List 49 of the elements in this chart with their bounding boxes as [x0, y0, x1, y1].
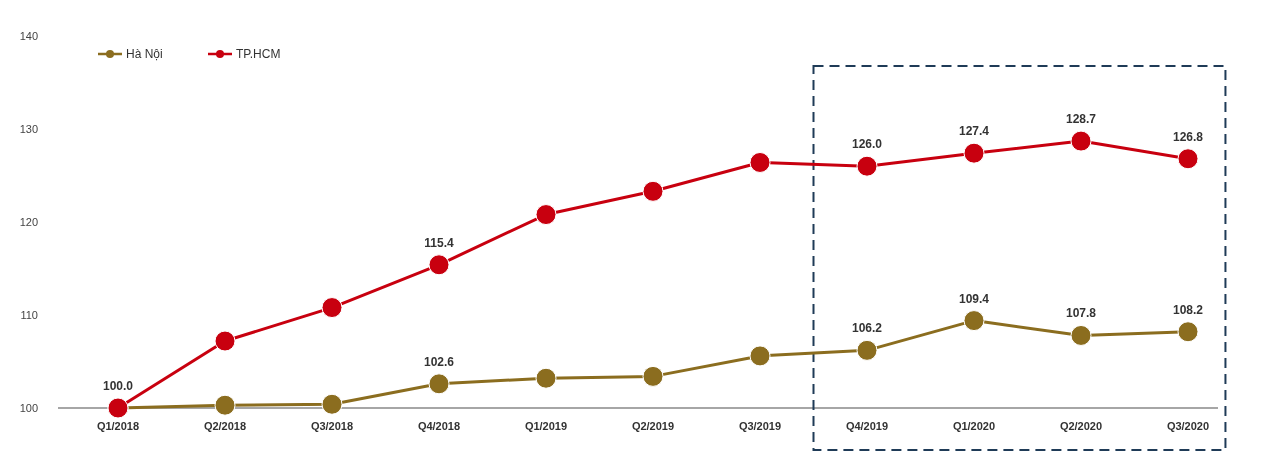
point	[749, 151, 771, 173]
data-label: 108.2	[1172, 302, 1204, 317]
data-label: 127.4	[958, 124, 990, 139]
point	[535, 204, 557, 226]
data-label: 106.2	[851, 321, 883, 336]
point	[856, 155, 878, 177]
point	[963, 310, 985, 332]
point	[321, 297, 343, 319]
point	[1070, 130, 1092, 152]
point	[428, 373, 450, 395]
point	[1177, 321, 1199, 343]
point	[1070, 324, 1092, 346]
point	[214, 394, 236, 416]
x-tick-label: Q1/2018	[96, 420, 140, 432]
data-label: 126.8	[1172, 129, 1204, 144]
x-tick-label: Q3/2019	[738, 420, 782, 432]
data-label: 128.7	[1065, 112, 1097, 127]
x-tick-label: Q4/2018	[417, 420, 461, 432]
data-label: 107.8	[1065, 306, 1097, 321]
data-label: 126.0	[851, 137, 883, 152]
point	[963, 142, 985, 164]
y-tick-label: 100	[19, 402, 38, 414]
x-tick-label: Q3/2018	[310, 420, 354, 432]
y-tick-label: 130	[19, 123, 38, 135]
point	[856, 339, 878, 361]
legend-label: TP.HCM	[236, 47, 281, 61]
point	[642, 365, 664, 387]
x-tick-label: Q3/2020	[1166, 420, 1210, 432]
legend-label: Hà Nội	[126, 47, 163, 61]
point	[1177, 148, 1199, 170]
point	[535, 367, 557, 389]
point	[749, 345, 771, 367]
point	[214, 330, 236, 352]
x-tick-label: Q2/2020	[1059, 420, 1103, 432]
data-label: 100.0	[102, 379, 134, 393]
y-tick-label: 110	[20, 309, 38, 321]
point	[321, 393, 343, 415]
x-tick-label: Q1/2019	[524, 420, 568, 432]
data-label: 102.6	[423, 354, 455, 369]
x-tick-label: Q2/2019	[631, 420, 675, 432]
point	[642, 180, 664, 202]
x-tick-label: Q2/2018	[203, 420, 247, 432]
x-tick-label: Q4/2019	[845, 420, 889, 432]
y-tick-label: 140	[19, 30, 38, 42]
y-tick-label: 120	[19, 216, 38, 228]
point	[428, 254, 450, 276]
data-label: 115.4	[424, 235, 455, 250]
data-label: 109.4	[958, 291, 990, 306]
x-tick-label: Q1/2020	[952, 420, 996, 432]
